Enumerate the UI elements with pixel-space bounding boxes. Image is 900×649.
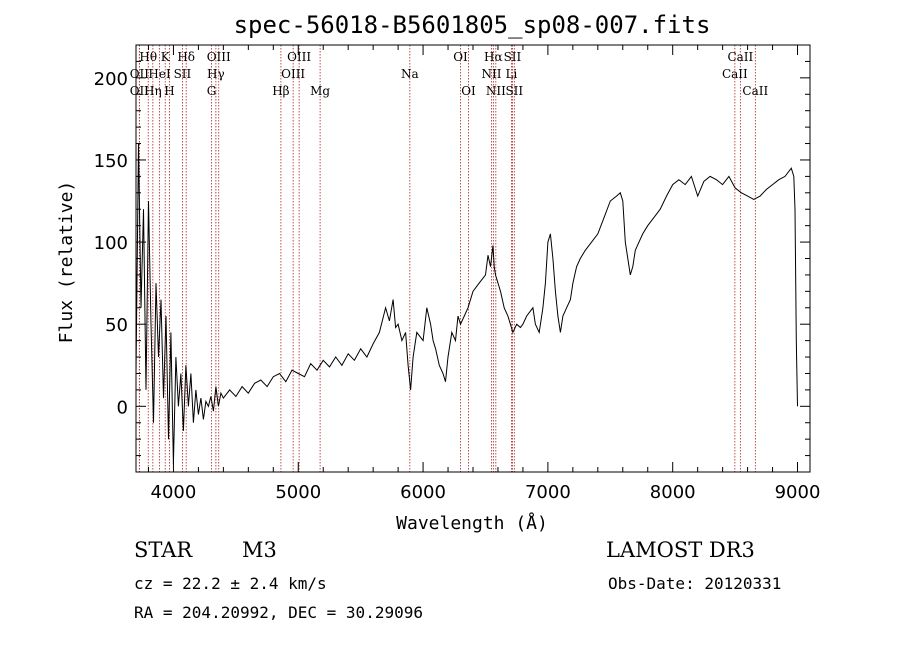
axis-ticks: 4000 5000 6000 7000 8000 9000 0 50 100 150 200 [94, 44, 821, 503]
y-tick-label-200: 200 [94, 69, 128, 90]
marker-label-13: OIII [281, 67, 305, 81]
marker-label-19: Hα [484, 50, 503, 64]
marker-label-7: H [164, 84, 174, 98]
marker-label-26: CaII [722, 67, 748, 81]
marker-label-22: Li [506, 67, 518, 81]
chart-title: spec-56018-B5601805_sp08-007.fits [234, 11, 711, 39]
marker-label-14: Hβ [272, 84, 289, 98]
spectrum-line [135, 143, 798, 464]
marker-label-27: CaII [742, 84, 768, 98]
marker-label-15: Mg [310, 84, 330, 98]
y-tick-label-100: 100 [94, 233, 128, 254]
marker-label-18: OI [461, 84, 476, 98]
redshift-cz: cz = 22.2 ± 2.4 km/s [134, 574, 327, 593]
marker-label-12: OIII [287, 50, 311, 64]
plot-frame [135, 44, 811, 473]
marker-label-10: Hγ [207, 67, 225, 81]
x-tick-label-4000: 4000 [151, 482, 197, 503]
x-tick-label-7000: 7000 [525, 482, 571, 503]
marker-label-8: Hδ [177, 50, 195, 64]
object-subclass: M3 [242, 538, 277, 562]
marker-label-11: G [207, 84, 217, 98]
x-tick-label-8000: 8000 [650, 482, 696, 503]
coordinates: RA = 204.20992, DEC = 30.29096 [134, 603, 423, 622]
marker-label-3: Hη [144, 84, 162, 98]
marker-label-17: OI [453, 50, 468, 64]
x-tick-label-6000: 6000 [400, 482, 446, 503]
x-tick-label-9000: 9000 [775, 482, 821, 503]
marker-label-5: K [161, 50, 171, 64]
observation-date: Obs-Date: 20120331 [608, 574, 782, 593]
y-axis-label: Flux (relative) [56, 181, 77, 344]
marker-label-20: SII [504, 50, 522, 64]
marker-label-9: OIII [207, 50, 231, 64]
marker-label-1: OII [130, 67, 150, 81]
survey-name: LAMOST DR3 [606, 538, 755, 562]
y-tick-label-0: 0 [117, 397, 128, 418]
marker-label-0: Hθ [139, 50, 157, 64]
marker-label-4: HeI [148, 67, 171, 81]
marker-label-2: OII [130, 84, 150, 98]
marker-label-21: NII [481, 67, 501, 81]
y-tick-label-50: 50 [105, 315, 128, 336]
emission-line-markers [138, 45, 756, 472]
y-tick-label-150: 150 [94, 151, 128, 172]
object-class: STAR [134, 538, 193, 562]
marker-label-16: Na [401, 67, 419, 81]
marker-label-24: SII [505, 84, 523, 98]
marker-label-25: CaII [727, 50, 753, 64]
x-axis-label: Wavelength (Å) [396, 512, 548, 534]
marker-label-23: NII [486, 84, 506, 98]
x-tick-label-5000: 5000 [275, 482, 321, 503]
marker-label-6: SII [174, 67, 192, 81]
